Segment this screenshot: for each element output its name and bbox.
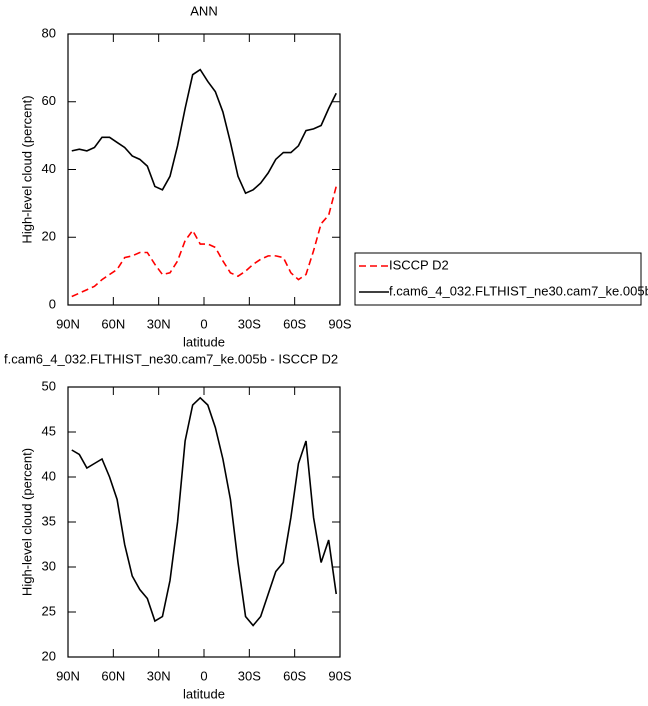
x-tick-label: 60N (101, 668, 125, 683)
y-tick-label: 30 (42, 558, 56, 573)
x-axis-label: latitude (183, 334, 225, 349)
y-tick-label: 35 (42, 513, 56, 528)
legend-label: f.cam6_4_032.FLTHIST_ne30.cam7_ke.005b (389, 283, 648, 298)
x-tick-label: 60S (283, 668, 306, 683)
y-tick-label: 20 (42, 229, 56, 244)
data-line (71, 396, 338, 627)
legend-box (354, 252, 642, 306)
chart-title: f.cam6_4_032.FLTHIST_ne30.cam7_ke.005b -… (4, 351, 338, 366)
x-tick-label: 90S (328, 668, 351, 683)
x-tick-label: 30N (147, 316, 171, 331)
plot-frame (67, 386, 341, 658)
y-tick-label: 45 (42, 423, 56, 438)
x-axis-label: latitude (183, 686, 225, 701)
y-tick-label: 20 (42, 648, 56, 663)
y-tick-label: 40 (42, 161, 56, 176)
y-tick-label: 0 (49, 296, 56, 311)
legend-label: ISCCP D2 (389, 257, 449, 272)
y-tick-label: 40 (42, 468, 56, 483)
x-tick-label: 0 (200, 668, 207, 683)
x-tick-label: 60S (283, 316, 306, 331)
x-tick-label: 30S (238, 316, 261, 331)
y-tick-label: 80 (42, 25, 56, 40)
x-tick-label: 90N (56, 316, 80, 331)
y-tick-label: 25 (42, 603, 56, 618)
x-tick-label: 60N (101, 316, 125, 331)
chart-title: ANN (190, 3, 217, 18)
data-line (71, 186, 337, 298)
x-tick-label: 90N (56, 668, 80, 683)
x-tick-label: 0 (200, 316, 207, 331)
data-line (71, 68, 337, 195)
x-tick-label: 30S (238, 668, 261, 683)
y-axis-label: High-level cloud (percent) (19, 95, 34, 243)
y-tick-label: 60 (42, 93, 56, 108)
x-tick-label: 30N (147, 668, 171, 683)
x-tick-label: 90S (328, 316, 351, 331)
y-tick-label: 50 (42, 378, 56, 393)
y-axis-label: High-level cloud (percent) (19, 448, 34, 596)
